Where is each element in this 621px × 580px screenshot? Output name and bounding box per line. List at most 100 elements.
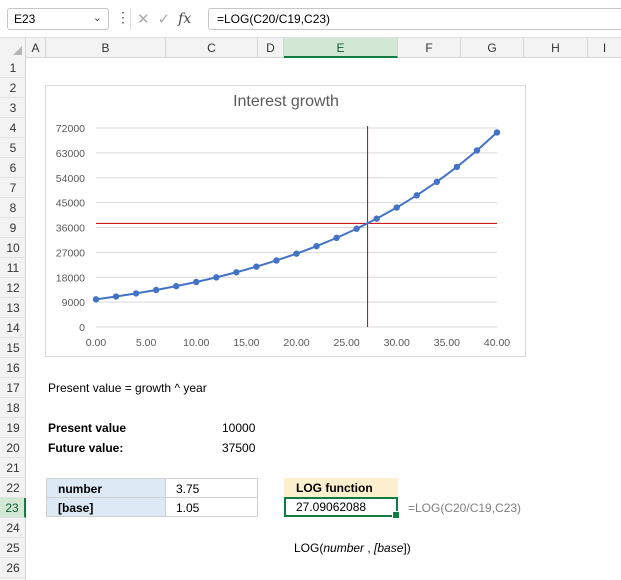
- row-header-6[interactable]: 6: [0, 158, 26, 178]
- column-header-e[interactable]: E: [284, 38, 398, 58]
- row-headers: 1 2 3 4 5 6 7 8 9 10 11 12 13 14 15 16 17 18 19 20 21 22 23 24 2…: [0, 58, 26, 580]
- row-header-9[interactable]: 9: [0, 218, 26, 238]
- x-tick-label: 25.00: [333, 337, 359, 349]
- cell-f23[interactable]: =LOG(C20/C19,C23): [408, 501, 522, 515]
- data-point: [193, 278, 200, 286]
- row-header-8[interactable]: 8: [0, 198, 26, 218]
- row-header-3[interactable]: 3: [0, 98, 26, 118]
- formula-text: =LOG(C20/C19,C23): [217, 12, 331, 26]
- row-header-26[interactable]: 26: [0, 558, 26, 578]
- row-header-14[interactable]: 14: [0, 318, 26, 338]
- column-header-a[interactable]: A: [26, 38, 46, 58]
- data-point: [293, 250, 300, 257]
- y-tick-label: 0: [79, 322, 85, 334]
- argument-number: number: [323, 541, 365, 555]
- x-tick-label: 15.00: [233, 337, 259, 349]
- formula-icons: ✕ ✓ fx: [130, 8, 191, 30]
- column-header-c[interactable]: C: [166, 38, 258, 58]
- cell-b19[interactable]: Present value: [48, 421, 127, 435]
- y-tick-label: 27000: [56, 247, 85, 259]
- row-header-7[interactable]: 7: [0, 178, 26, 198]
- row-header-18[interactable]: 18: [0, 398, 26, 418]
- row-header-1[interactable]: 1: [0, 58, 26, 78]
- column-headers: A B C D E F G H I: [0, 38, 621, 58]
- row-header-10[interactable]: 10: [0, 238, 26, 258]
- cell-c19[interactable]: 10000: [222, 421, 256, 435]
- row-header-13[interactable]: 13: [0, 298, 26, 318]
- row-header-21[interactable]: 21: [0, 458, 26, 478]
- data-point: [453, 163, 461, 171]
- chart[interactable]: Interest growth 0 9000 18000 27000 36000 4500…: [45, 85, 526, 357]
- cell-b23[interactable]: [base]: [46, 497, 166, 517]
- name-box-value: E23: [14, 12, 36, 26]
- cell-e23[interactable]: 27.09062088: [284, 497, 400, 519]
- row-header-16[interactable]: 16: [0, 358, 26, 378]
- y-tick-label: 72000: [56, 123, 85, 135]
- confirm-icon[interactable]: ✓: [157, 11, 171, 28]
- column-header-i[interactable]: I: [602, 41, 607, 55]
- data-point: [112, 293, 120, 300]
- insert-function-icon[interactable]: fx: [178, 11, 192, 27]
- row-header-5[interactable]: 5: [0, 138, 26, 158]
- column-header-g[interactable]: G: [461, 38, 524, 58]
- function-name: LOG(: [294, 541, 324, 555]
- row-header-2[interactable]: 2: [0, 78, 26, 98]
- chart-title: Interest growth: [233, 93, 339, 110]
- argument-base: [base: [374, 541, 404, 555]
- x-tick-label: 40.00: [484, 337, 510, 349]
- cell-c20[interactable]: 37500: [222, 441, 256, 455]
- y-tick-label: 63000: [56, 148, 85, 160]
- argument-separator: ,: [364, 541, 375, 555]
- cell-e22[interactable]: LOG function: [284, 478, 398, 498]
- y-tick-label: 9000: [62, 297, 86, 309]
- column-header-d[interactable]: D: [258, 38, 284, 58]
- cell-e25[interactable]: LOG(number , [base]): [294, 538, 411, 558]
- data-point: [433, 178, 441, 186]
- cell-b20[interactable]: Future value:: [48, 441, 124, 455]
- row-header-4[interactable]: 4: [0, 118, 26, 138]
- x-tick-label: 30.00: [384, 337, 410, 349]
- y-tick-label: 45000: [56, 198, 85, 210]
- column-header-h[interactable]: H: [524, 38, 588, 58]
- data-point: [313, 242, 320, 250]
- closing-brackets: ]): [403, 541, 411, 555]
- data-point: [152, 286, 160, 294]
- data-point: [473, 147, 481, 154]
- data-point: [413, 192, 420, 199]
- cell-c23[interactable]: 1.05: [165, 497, 258, 517]
- y-tick-label: 18000: [56, 272, 85, 284]
- formula-input[interactable]: =LOG(C20/C19,C23): [208, 8, 621, 30]
- x-tick-label: 35.00: [434, 337, 460, 349]
- name-box[interactable]: E23 ⌄: [7, 8, 109, 30]
- series-line: [95, 131, 498, 301]
- cell-b17[interactable]: Present value = growth ^ year: [48, 381, 207, 395]
- data-point: [213, 274, 220, 281]
- sheet-grid[interactable]: Present value = growth ^ year Present va…: [26, 58, 621, 580]
- row-header-15[interactable]: 15: [0, 338, 26, 358]
- row-header-17[interactable]: 17: [0, 378, 26, 398]
- y-tick-label: 54000: [56, 173, 85, 185]
- row-header-20[interactable]: 20: [0, 438, 26, 458]
- select-all-button[interactable]: [0, 38, 26, 58]
- chevron-down-icon[interactable]: ⌄: [92, 12, 102, 24]
- data-point: [132, 290, 140, 297]
- x-tick-label: 0.00: [86, 337, 107, 349]
- row-header-11[interactable]: 11: [0, 258, 26, 278]
- row-header-19[interactable]: 19: [0, 418, 26, 438]
- row-header-25[interactable]: 25: [0, 538, 26, 558]
- x-tick-label: 10.00: [183, 337, 209, 349]
- x-tick-label: 20.00: [283, 337, 309, 349]
- data-point: [353, 225, 360, 232]
- row-header-12[interactable]: 12: [0, 278, 26, 298]
- row-header-22[interactable]: 22: [0, 478, 26, 498]
- column-header-f[interactable]: F: [398, 38, 461, 58]
- row-header-23[interactable]: 23: [0, 498, 26, 518]
- cell-b22[interactable]: number: [46, 478, 166, 498]
- data-point: [333, 234, 340, 242]
- column-header-b[interactable]: B: [46, 38, 166, 58]
- cancel-icon[interactable]: ✕: [137, 11, 150, 28]
- row-header-24[interactable]: 24: [0, 518, 26, 538]
- cell-c22[interactable]: 3.75: [165, 478, 258, 498]
- chart-svg: Interest growth 0 9000 18000 27000 36000 4500…: [56, 93, 510, 349]
- more-options-icon[interactable]: ⋮: [116, 9, 130, 25]
